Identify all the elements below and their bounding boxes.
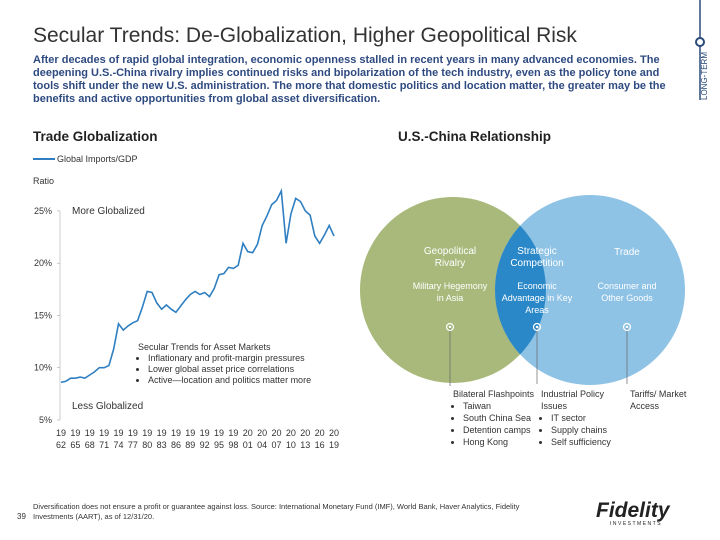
side-dot: [695, 37, 705, 47]
venn-list: Industrial Policy IssuesIT sectorSupply …: [541, 388, 627, 448]
subtitle: After decades of rapid global integratio…: [33, 54, 666, 105]
venn-title: U.S.-China Relationship: [398, 129, 552, 144]
venn-item: Hong Kong: [463, 436, 539, 448]
y-tick-label: 25%: [34, 206, 52, 216]
x-tick-label: 19 86: [171, 428, 181, 450]
venn-list: Tariffs/ Market Access: [630, 388, 708, 412]
callout-list: Inflationary and profit-margin pressures…: [138, 353, 348, 386]
side-tag: LONG-TERM: [700, 52, 709, 100]
logo-tagline: INVESTMENTS: [610, 521, 663, 527]
venn-item: Detention camps: [463, 424, 539, 436]
chart-title: Trade Globalization: [33, 129, 158, 144]
venn-label: Trade: [614, 247, 640, 258]
y-tick-label: 15%: [34, 310, 52, 320]
connector-dot: [448, 325, 452, 329]
x-tick-label: 19 68: [85, 428, 95, 450]
annotation: More Globalized: [72, 206, 145, 217]
connector-dot: [532, 322, 542, 332]
venn-list-title: Industrial Policy Issues: [541, 389, 605, 411]
y-tick-label: 20%: [34, 258, 52, 268]
x-tick-label: 19 83: [157, 428, 167, 450]
annotation: Less Globalized: [72, 401, 144, 412]
x-tick-label: 19 89: [185, 428, 195, 450]
y-tick-label: 5%: [39, 415, 52, 425]
x-tick-label: 20 01: [243, 428, 253, 450]
footnote: Diversification does not ensure a profit…: [33, 502, 520, 521]
callout-title: Secular Trends for Asset Markets: [138, 342, 271, 352]
venn-detail: Military Hegemony in Asia: [412, 281, 488, 303]
x-tick-label: 19 71: [99, 428, 109, 450]
x-tick-label: 20 13: [300, 428, 310, 450]
x-tick-label: 20 19: [329, 428, 339, 450]
x-tick-label: 19 95: [214, 428, 224, 450]
connector-dot: [622, 322, 632, 332]
x-tick-label: 19 92: [200, 428, 210, 450]
page-number: 39: [17, 512, 26, 521]
venn-items: TaiwanSouth China SeaDetention campsHong…: [453, 400, 539, 448]
venn-item: IT sector: [551, 412, 627, 424]
x-tick-label: 19 80: [142, 428, 152, 450]
callout-item: Inflationary and profit-margin pressures: [148, 353, 348, 364]
x-tick-label: 19 77: [128, 428, 138, 450]
x-tick-label: 20 04: [257, 428, 267, 450]
venn-item: Supply chains: [551, 424, 627, 436]
venn-list: Bilateral FlashpointsTaiwanSouth China S…: [453, 388, 539, 448]
connector-dot: [445, 322, 455, 332]
title: Secular Trends: De-Globalization, Higher…: [33, 24, 577, 47]
callout-item: Lower global asset price correlations: [148, 364, 348, 375]
venn-item: Taiwan: [463, 400, 539, 412]
callout: Secular Trends for Asset Markets Inflati…: [138, 342, 348, 386]
venn-item: Self sufficiency: [551, 436, 627, 448]
connector-dot: [535, 325, 539, 329]
data-line: [60, 188, 335, 384]
venn-item: South China Sea: [463, 412, 539, 424]
venn-detail: Economic Advantage in Key Areas: [501, 281, 573, 315]
y-tick-label: 10%: [34, 363, 52, 373]
callout-item: Active—location and politics matter more: [148, 375, 348, 386]
x-tick-label: 20 16: [315, 428, 325, 450]
venn-list-title: Bilateral Flashpoints: [453, 389, 535, 399]
x-tick-label: 20 07: [272, 428, 282, 450]
venn-list-title: Tariffs/ Market Access: [630, 389, 687, 411]
x-tick-label: 19 98: [228, 428, 238, 450]
venn-label: Strategic Competition: [510, 246, 564, 269]
connector-dot: [625, 325, 629, 329]
venn-circle: [360, 197, 546, 383]
legend-label: Global Imports/GDP: [57, 154, 138, 164]
logo: Fidelity: [596, 499, 670, 522]
y-axis-label: Ratio: [33, 176, 55, 186]
x-tick-label: 19 74: [113, 428, 123, 450]
venn-detail: Consumer and Other Goods: [597, 281, 657, 303]
venn-circle: [495, 195, 685, 385]
x-tick-label: 19 62: [56, 428, 66, 450]
x-tick-label: 19 65: [70, 428, 80, 450]
venn-label: Geopolitical Rivalry: [423, 246, 477, 269]
x-tick-label: 20 10: [286, 428, 296, 450]
venn-items: IT sectorSupply chainsSelf sufficiency: [541, 412, 627, 448]
